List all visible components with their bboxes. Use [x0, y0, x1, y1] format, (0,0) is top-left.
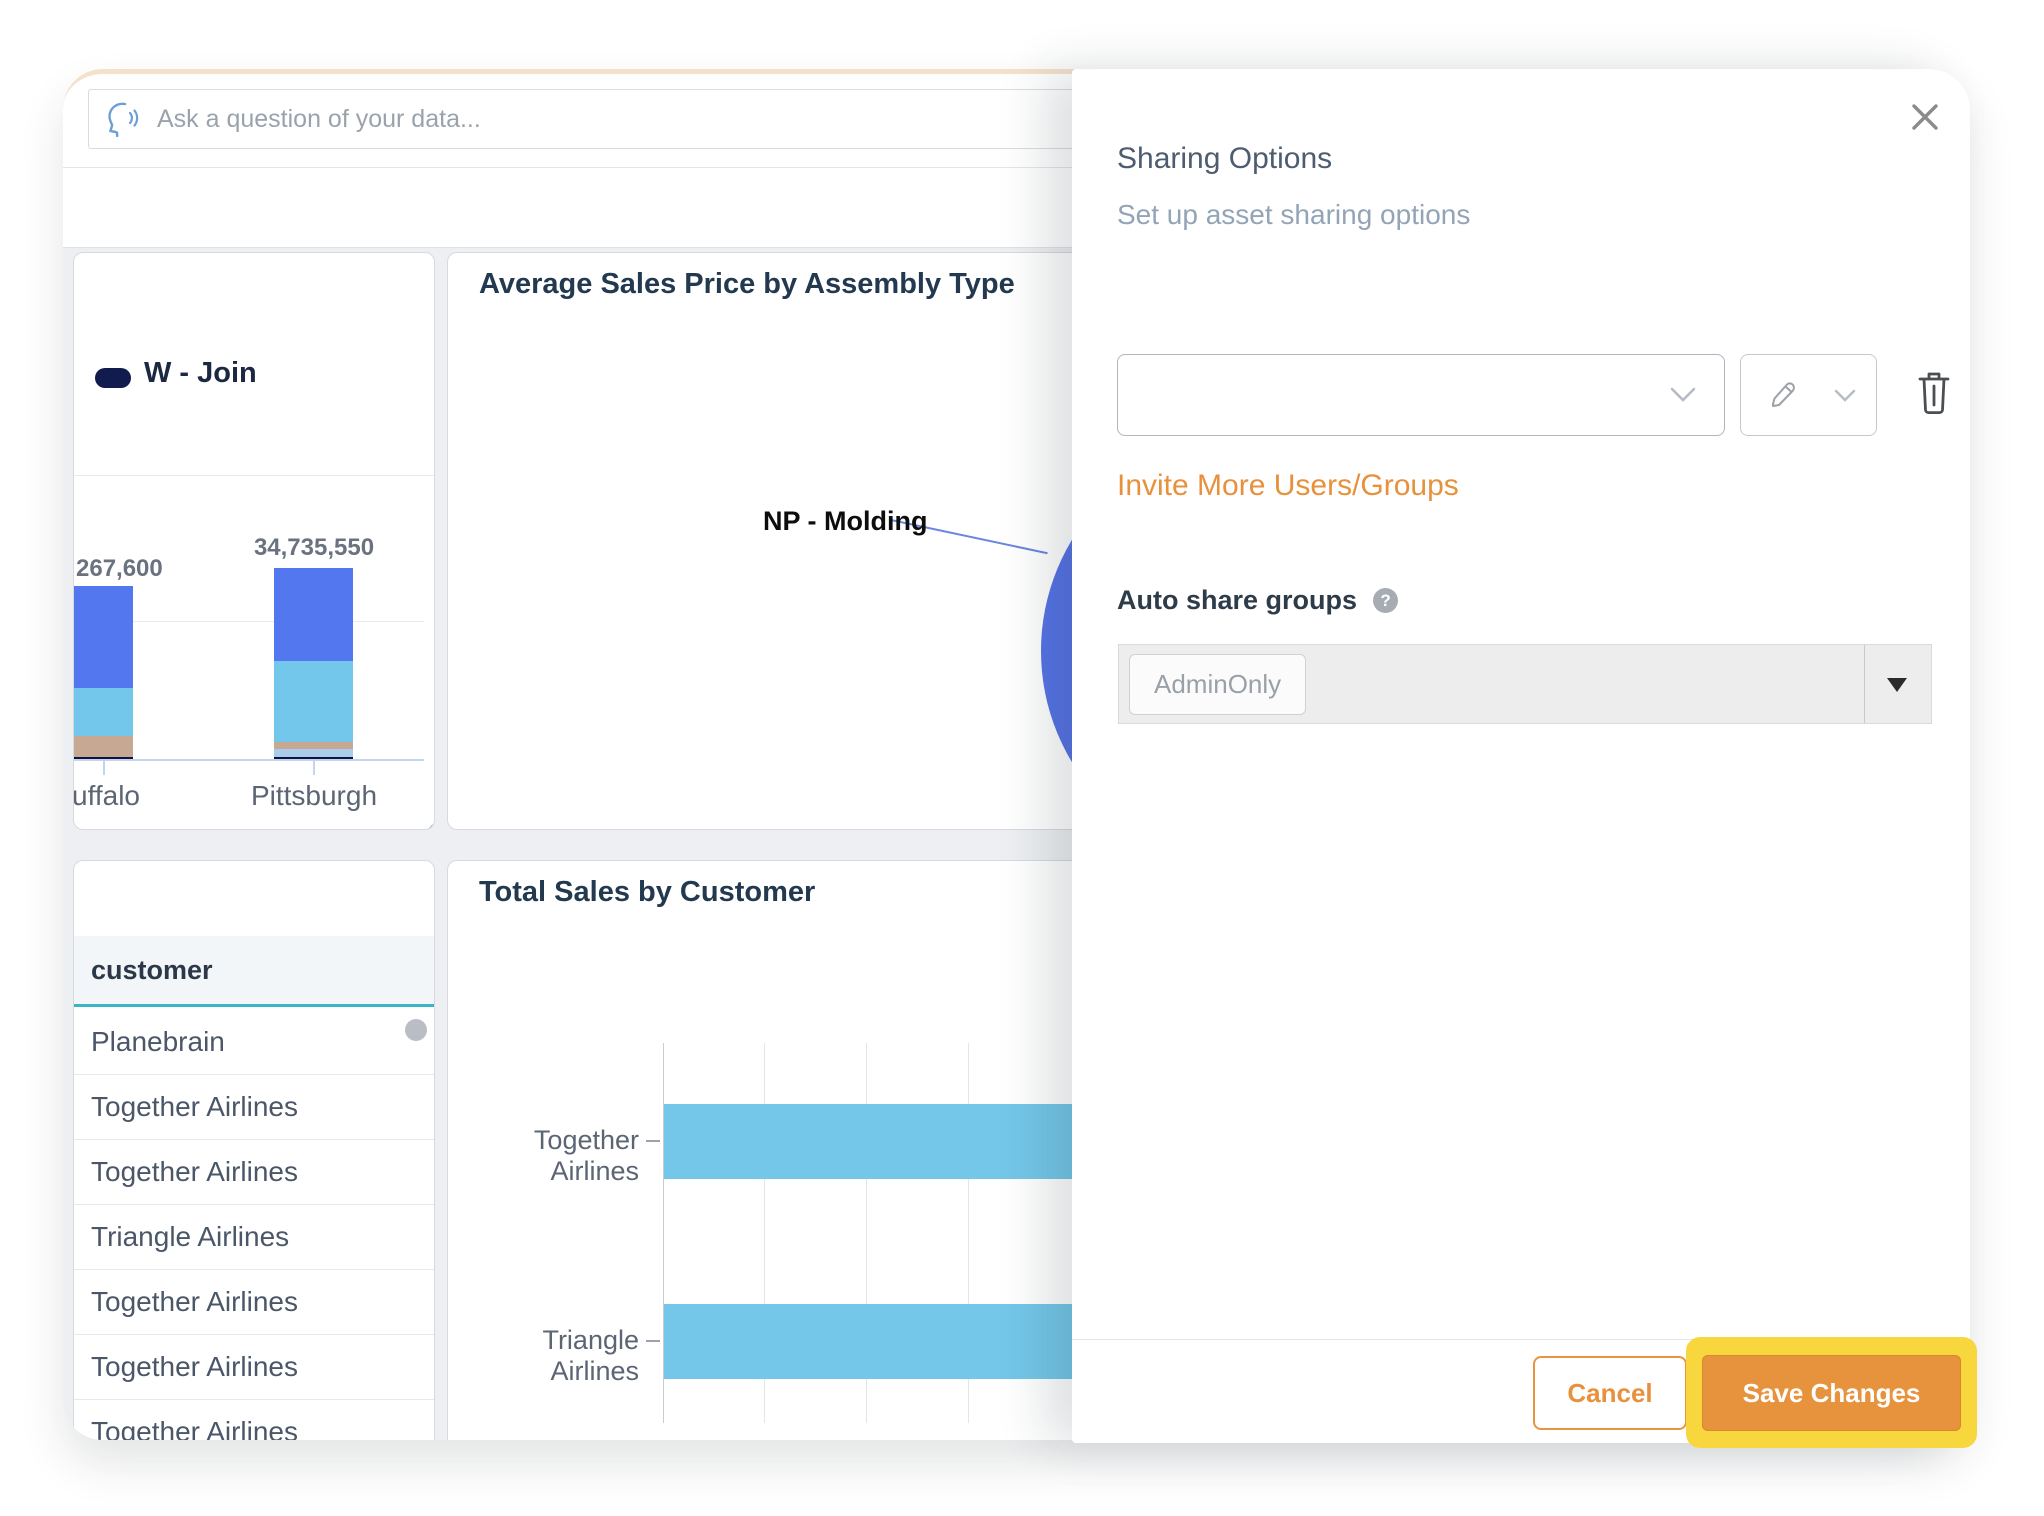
auto-share-groups-select[interactable]: AdminOnly [1118, 644, 1932, 724]
dropdown-arrow-icon[interactable] [1887, 678, 1907, 692]
bar-segment-tan [74, 736, 133, 757]
bar-segment-royal [274, 568, 353, 661]
widget-table: customer Planebrain Together Airlines To… [73, 860, 435, 1440]
close-icon[interactable] [1910, 102, 1940, 132]
stacked-bar-buffalo [74, 586, 133, 761]
toolbar-divider [63, 167, 1970, 168]
x-axis-label: Pittsburgh [250, 780, 378, 811]
scrollbar-thumb[interactable] [405, 1019, 427, 1041]
legend-label: W - Join [144, 357, 257, 389]
bar-segment-tan [274, 742, 353, 749]
table-row[interactable]: Together Airlines [74, 1335, 434, 1400]
axis-tick [646, 1140, 660, 1142]
select-separator [1864, 645, 1865, 723]
resize-handle-icon[interactable] [417, 821, 435, 830]
table-row[interactable]: Together Airlines [74, 1270, 434, 1335]
gridline [866, 1043, 867, 1423]
bar-value-label: 267,600 [76, 555, 163, 582]
table-row[interactable]: Planebrain [74, 1010, 434, 1075]
bar-segment-royal [74, 586, 133, 688]
save-button-highlight: Save Changes [1686, 1337, 1977, 1448]
pie-slice-label: NP - Molding [763, 506, 928, 536]
chevron-down-icon [1834, 389, 1856, 402]
table-row[interactable]: Triangle Airlines [74, 1205, 434, 1270]
widget-stacked-bar-chart: W - Join 267,600 34,735,550 uffal [73, 252, 435, 830]
help-icon[interactable]: ? [1373, 588, 1399, 613]
voice-question-icon [108, 102, 139, 138]
stacked-bar-pittsburgh [274, 568, 353, 761]
search-placeholder: Ask a question of your data... [157, 104, 481, 133]
save-changes-button[interactable]: Save Changes [1702, 1355, 1961, 1431]
chevron-down-icon [1670, 387, 1696, 402]
category-label: Triangle Airlines [542, 1325, 639, 1386]
bar-value-label: 34,735,550 [253, 534, 375, 561]
widget-title: Total Sales by Customer [479, 876, 816, 908]
legend-divider [74, 475, 434, 476]
category-label: Together Airlines [533, 1125, 639, 1186]
table-body: Planebrain Together Airlines Together Ai… [74, 1010, 434, 1440]
gridline [74, 621, 424, 622]
axis-tick [313, 761, 315, 775]
explicit-sharing-select[interactable] [1117, 354, 1725, 436]
axis-tick [646, 1340, 660, 1342]
group-chip: AdminOnly [1129, 654, 1307, 715]
x-axis [74, 759, 424, 761]
gridline [968, 1043, 969, 1423]
auto-share-groups-heading: Auto share groups ? [1117, 585, 1399, 616]
trash-icon[interactable] [1917, 369, 1951, 415]
table-row[interactable]: Together Airlines [74, 1140, 434, 1205]
edit-permission-button[interactable] [1740, 354, 1877, 436]
pencil-icon [1772, 382, 1795, 407]
axis-tick [103, 761, 105, 775]
cancel-button[interactable]: Cancel [1533, 1356, 1687, 1430]
bar-segment-lightblue [274, 749, 353, 757]
table-row[interactable]: Together Airlines [74, 1400, 434, 1440]
footer-divider [1072, 1339, 1970, 1340]
sharing-options-panel: Sharing Options Set up asset sharing opt… [1072, 69, 1977, 1448]
panel-title: Sharing Options [1117, 142, 1333, 175]
table-column-header: customer [74, 936, 434, 1007]
panel-subtitle: Set up asset sharing options [1117, 199, 1471, 230]
y-axis [663, 1043, 664, 1423]
legend-swatch [95, 368, 131, 388]
table-row[interactable]: Together Airlines [74, 1075, 434, 1140]
bar-segment-sky [74, 688, 133, 736]
bar-segment-sky [274, 661, 353, 742]
widget-title: Average Sales Price by Assembly Type [479, 268, 1015, 300]
invite-more-users-link[interactable]: Invite More Users/Groups [1117, 469, 1459, 502]
x-axis-label: uffalo [73, 780, 140, 811]
gridline [764, 1043, 765, 1423]
